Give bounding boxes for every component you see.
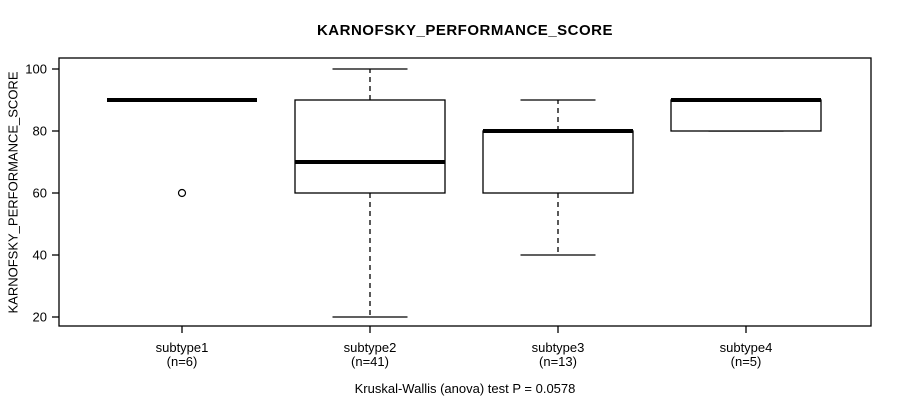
x-group-count-label: (n=41) (351, 354, 389, 369)
x-group-count-label: (n=13) (539, 354, 577, 369)
boxplot-subtype3: subtype3(n=13) (482, 99, 634, 369)
outlier-point (177, 188, 187, 198)
x-group-count-label: (n=5) (731, 354, 762, 369)
y-axis-title: KARNOFSKY_PERFORMANCE_SCORE (5, 71, 21, 314)
boxplot-subtype2: subtype2(n=41) (294, 68, 446, 369)
y-tick-label: 100 (25, 62, 47, 77)
y-tick-label: 80 (33, 124, 47, 139)
y-tick-label: 20 (33, 310, 47, 325)
chart-title: KARNOFSKY_PERFORMANCE_SCORE (316, 22, 614, 39)
y-tick-label: 60 (33, 186, 47, 201)
x-group-count-label: (n=6) (167, 354, 198, 369)
statistical-test-note: Kruskal-Wallis (anova) test P = 0.0578 (354, 381, 576, 396)
x-group-label: subtype1 (156, 340, 209, 355)
iqr-box (482, 130, 634, 194)
x-group-label: subtype2 (344, 340, 397, 355)
x-group-label: subtype3 (532, 340, 585, 355)
y-tick-label: 40 (33, 248, 47, 263)
iqr-box (670, 99, 822, 132)
iqr-box (294, 99, 446, 194)
x-group-label: subtype4 (720, 340, 773, 355)
boxplot-subtype1: subtype1(n=6) (107, 98, 257, 369)
boxplot-subtype4: subtype4(n=5) (670, 98, 822, 369)
